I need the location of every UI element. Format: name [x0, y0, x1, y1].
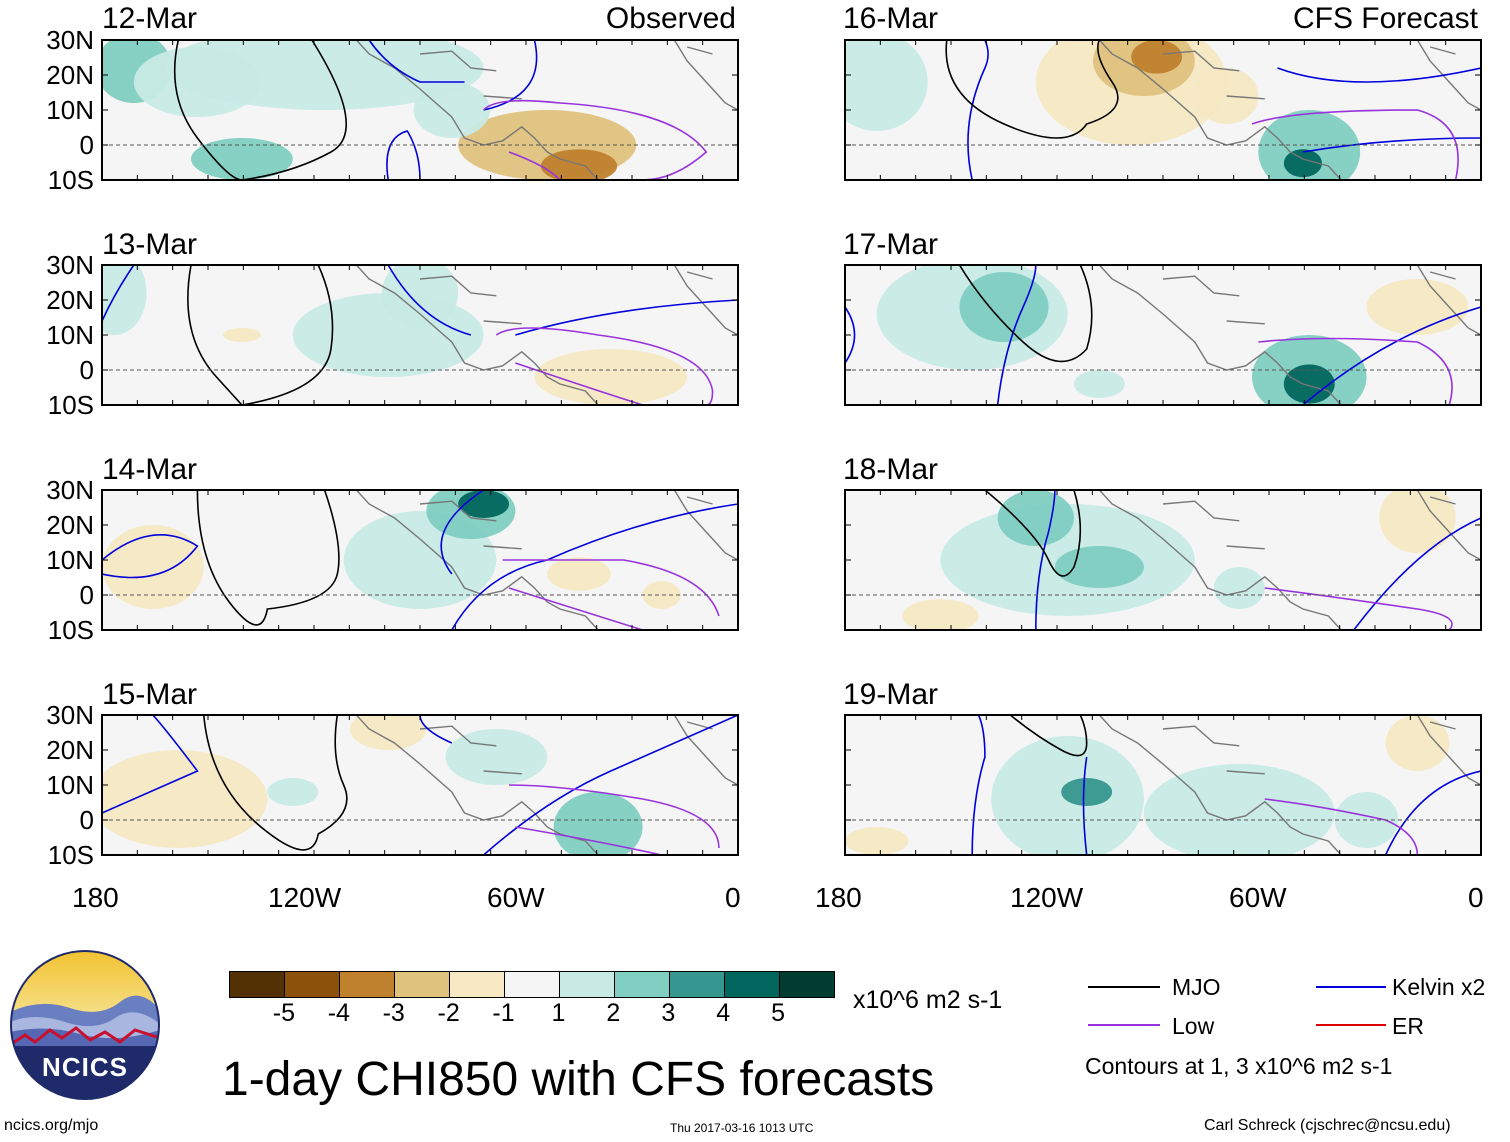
colorbar-swatch — [285, 972, 340, 997]
panel-date-16-mar: 16-Mar — [843, 2, 939, 35]
lon-label-120w-right: 120W — [1010, 882, 1084, 913]
colorbar-swatch — [560, 972, 615, 997]
lat-label-0: 0 — [79, 805, 94, 835]
lat-label-10s: 10S — [47, 390, 94, 420]
timestamp: Thu 2017-03-16 1013 UTC — [670, 1121, 814, 1135]
map-panel-7 — [844, 489, 1482, 631]
lat-label-10s: 10S — [47, 840, 94, 870]
lon-label-180-left: 180 — [72, 882, 119, 913]
colorbar-swatch — [395, 972, 450, 997]
lat-label-30n: 30N — [46, 475, 94, 505]
panel-date-18-mar: 18-Mar — [843, 453, 939, 486]
colorbar-tick-label: -1 — [492, 999, 515, 1027]
panel-date-13-mar: 13-Mar — [102, 228, 198, 261]
author-credit: Carl Schreck (cjschrec@ncsu.edu) — [1204, 1117, 1451, 1134]
legend-er: ER — [1392, 1013, 1424, 1039]
panel-date-14-mar: 14-Mar — [102, 453, 198, 486]
map-panel-3 — [101, 489, 739, 631]
panel-date-12-mar: 12-Mar — [102, 2, 198, 35]
legend-low: Low — [1172, 1013, 1215, 1039]
lat-label-30n: 30N — [46, 700, 94, 730]
lon-label-60w-left: 60W — [487, 882, 545, 913]
lat-label-10n: 10N — [46, 320, 94, 350]
lat-label-10s: 10S — [47, 615, 94, 645]
lat-label-30n: 30N — [46, 250, 94, 280]
lon-label-180-right: 180 — [815, 882, 862, 913]
map-panel-5 — [844, 39, 1482, 181]
source-url: ncics.org/mjo — [4, 1117, 99, 1134]
lon-label-60w-right: 60W — [1229, 882, 1287, 913]
colorbar-swatch — [725, 972, 780, 997]
map-panel-2 — [101, 264, 739, 406]
lat-label-10n: 10N — [46, 545, 94, 575]
figure-title: 1-day CHI850 with CFS forecasts — [222, 1053, 935, 1106]
ncics-logo: NCICS — [10, 950, 160, 1100]
colorbar-swatch — [450, 972, 505, 997]
colorbar-tick-label: -4 — [327, 999, 350, 1027]
colorbar — [229, 971, 835, 998]
lon-label-0-right: 0 — [1468, 882, 1484, 913]
lon-label-0-left: 0 — [725, 882, 741, 913]
colorbar-swatch — [670, 972, 725, 997]
cfs-forecast-tag: CFS Forecast — [1292, 2, 1478, 35]
units-label: x10^6 m2 s-1 — [853, 986, 1003, 1014]
lat-label-10n: 10N — [46, 770, 94, 800]
colorbar-tick-label: 4 — [716, 999, 731, 1027]
lat-label-20n: 20N — [46, 60, 94, 90]
colorbar-swatch — [780, 972, 834, 997]
lat-label-0: 0 — [79, 130, 94, 160]
colorbar-tick-label: -5 — [272, 999, 296, 1027]
lat-label-20n: 20N — [46, 735, 94, 765]
map-panel-6 — [844, 264, 1482, 406]
map-panel-8 — [844, 714, 1482, 856]
logo-text: NCICS — [42, 1052, 128, 1082]
map-panel-4 — [101, 714, 739, 856]
lon-label-120w-left: 120W — [268, 882, 342, 913]
colorbar-tick-label: 3 — [661, 999, 676, 1027]
lat-label-0: 0 — [79, 580, 94, 610]
colorbar-tick-label: -3 — [382, 999, 405, 1027]
legend-mjo: MJO — [1172, 974, 1221, 1000]
panel-date-15-mar: 15-Mar — [102, 678, 198, 711]
panel-date-17-mar: 17-Mar — [843, 228, 939, 261]
colorbar-swatch — [340, 972, 395, 997]
colorbar-swatch — [505, 972, 560, 997]
lat-label-10s: 10S — [47, 165, 94, 195]
lat-label-0: 0 — [79, 355, 94, 385]
observed-tag: Observed — [605, 2, 736, 35]
lat-label-20n: 20N — [46, 510, 94, 540]
lat-label-10n: 10N — [46, 95, 94, 125]
colorbar-tick-label: 1 — [551, 999, 566, 1027]
lat-label-20n: 20N — [46, 285, 94, 315]
colorbar-swatch — [230, 972, 285, 997]
lat-label-30n: 30N — [46, 25, 94, 55]
colorbar-tick-label: 2 — [606, 999, 621, 1027]
legend-kelvin: Kelvin x2 — [1392, 974, 1486, 1000]
colorbar-tick-label: -2 — [437, 999, 460, 1027]
contours-note: Contours at 1, 3 x10^6 m2 s-1 — [1085, 1053, 1393, 1079]
panel-date-19-mar: 19-Mar — [843, 678, 939, 711]
colorbar-swatch — [615, 972, 670, 997]
colorbar-tick-label: 5 — [771, 999, 786, 1027]
map-panel-1 — [101, 39, 739, 181]
